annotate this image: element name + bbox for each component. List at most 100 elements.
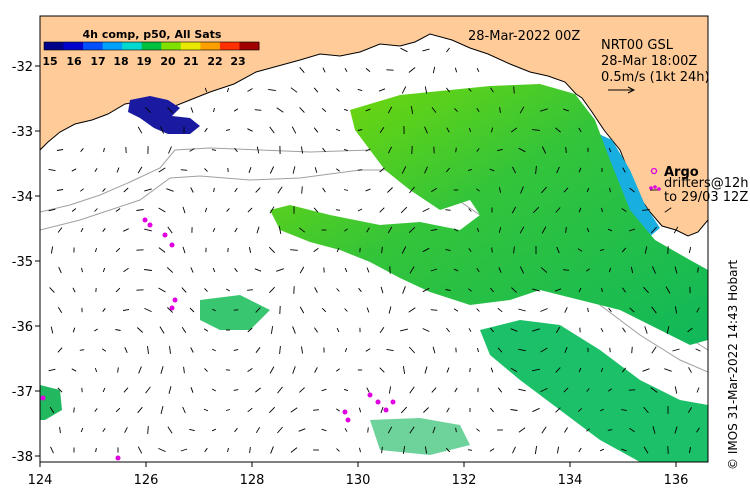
current-vector xyxy=(299,107,305,113)
current-vector xyxy=(117,367,119,373)
current-vector xyxy=(578,367,582,373)
current-vector xyxy=(562,269,570,271)
current-vector xyxy=(666,326,670,334)
current-vector xyxy=(269,166,275,174)
current-vector xyxy=(424,86,428,94)
current-vector xyxy=(255,187,261,193)
x-tick-label: 128 xyxy=(240,473,265,488)
current-vector xyxy=(476,308,480,312)
current-vector xyxy=(276,107,284,113)
current-vector xyxy=(72,327,76,333)
current-vector xyxy=(189,307,195,313)
current-vector xyxy=(255,307,261,313)
current-vector xyxy=(268,406,276,414)
current-vector xyxy=(431,107,437,113)
current-vector xyxy=(445,167,451,173)
current-vector xyxy=(321,307,327,313)
current-vector xyxy=(652,426,656,434)
current-vector xyxy=(313,409,319,411)
current-vector xyxy=(167,426,173,434)
current-vector xyxy=(409,426,415,434)
argo-marker xyxy=(40,395,46,401)
current-vector xyxy=(95,447,97,453)
current-vector xyxy=(344,428,348,432)
current-vector xyxy=(137,446,143,454)
colorbar-swatch xyxy=(200,42,221,50)
current-vector xyxy=(268,246,276,254)
current-vector xyxy=(255,426,261,434)
current-vector xyxy=(631,346,633,354)
current-vector xyxy=(270,446,274,454)
current-vector xyxy=(72,287,76,293)
y-tick-label: -38 xyxy=(12,450,33,465)
current-vector xyxy=(535,165,537,175)
current-vector xyxy=(56,149,64,151)
current-vector xyxy=(234,267,238,273)
y-tick-label: -33 xyxy=(12,125,33,140)
current-vector xyxy=(254,109,262,111)
current-vector xyxy=(446,367,450,373)
current-vector xyxy=(322,187,326,193)
current-vector xyxy=(123,387,129,393)
current-vector xyxy=(399,328,409,332)
current-vector xyxy=(422,207,430,213)
current-vector xyxy=(408,307,416,313)
current-vector xyxy=(102,267,106,273)
current-vector xyxy=(225,409,231,411)
current-vector xyxy=(531,129,541,131)
current-vector xyxy=(144,269,152,271)
current-vector xyxy=(445,248,451,252)
current-vector xyxy=(313,247,319,253)
current-vector xyxy=(314,167,318,173)
current-vector xyxy=(71,208,77,212)
current-vector xyxy=(336,247,340,253)
current-vector xyxy=(650,387,658,393)
argo-marker xyxy=(142,217,148,223)
current-vector xyxy=(650,226,658,234)
colorbar-tick: 19 xyxy=(136,55,151,68)
current-vector xyxy=(555,407,561,413)
current-vector xyxy=(432,66,436,74)
current-vector xyxy=(277,426,283,434)
current-vector xyxy=(455,147,457,153)
current-vector xyxy=(409,186,415,194)
current-vector xyxy=(357,169,363,171)
current-vector xyxy=(357,129,363,131)
current-vector xyxy=(365,188,371,192)
current-vector xyxy=(476,108,480,112)
current-vector xyxy=(520,186,524,194)
current-vector xyxy=(314,327,318,333)
current-vector xyxy=(510,328,518,332)
current-vector xyxy=(555,326,561,334)
current-vector xyxy=(621,409,627,411)
x-axis: 124 126 128 130 132 134 136 xyxy=(28,462,688,488)
date-label: 28-Mar-2022 00Z xyxy=(468,29,580,44)
colorbar-border xyxy=(43,41,260,51)
current-vector xyxy=(674,266,678,274)
current-vector xyxy=(689,446,691,454)
current-vector xyxy=(476,268,480,272)
current-vector xyxy=(268,88,276,92)
current-vector xyxy=(50,446,54,454)
current-vector xyxy=(381,446,383,454)
current-vector xyxy=(180,169,188,171)
current-vector xyxy=(80,188,84,192)
current-vector xyxy=(80,148,84,152)
current-vector xyxy=(540,308,548,312)
current-vector xyxy=(621,208,627,212)
current-vector xyxy=(247,128,253,132)
current-vector xyxy=(48,368,56,372)
current-vector xyxy=(477,347,479,353)
current-vector xyxy=(510,367,518,373)
current-vector xyxy=(137,166,143,174)
current-vector xyxy=(115,287,121,293)
current-vector xyxy=(540,387,548,393)
current-vector xyxy=(513,246,515,254)
current-vector xyxy=(455,427,457,433)
current-vector xyxy=(497,148,503,152)
current-vector xyxy=(147,346,149,354)
current-vector xyxy=(204,127,208,133)
current-vector xyxy=(291,126,297,134)
current-vector xyxy=(48,168,56,172)
current-vector xyxy=(586,428,590,432)
